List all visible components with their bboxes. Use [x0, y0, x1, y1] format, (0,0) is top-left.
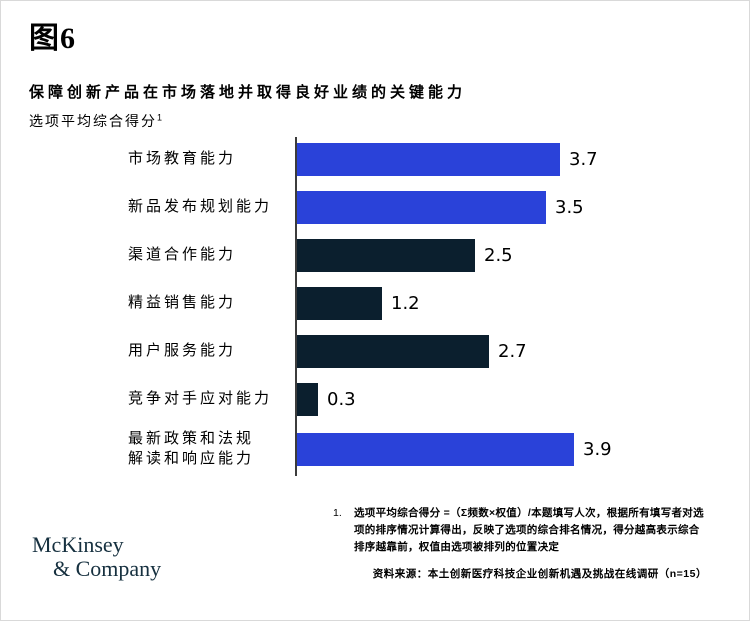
bar [297, 142, 560, 176]
chart-row: 市场教育能力 3.7 [29, 135, 739, 183]
chart-row: 渠道合作能力 2.5 [29, 231, 739, 279]
bar-area: 3.9 [295, 432, 612, 466]
bar-value-label: 3.7 [569, 148, 598, 170]
bar-label: 新品发布规划能力 [128, 197, 273, 215]
axis-unit-label: 选项平均综合得分1 [29, 111, 162, 131]
axis-line [295, 137, 297, 476]
bar-chart: 市场教育能力 3.7 新品发布规划能力 3.5 渠道合作能力 2.5 精益销售能力 1.2 用户… [29, 135, 739, 476]
bar [297, 286, 382, 320]
logo-line1: McKinsey [32, 532, 124, 557]
bar-area: 3.7 [295, 142, 598, 176]
bar-value-label: 3.5 [555, 196, 584, 218]
report-title: 保障创新产品在市场落地并取得良好业绩的关键能力 [29, 84, 467, 101]
bar-area: 3.5 [295, 190, 584, 224]
bar-label: 竞争对手应对能力 [128, 389, 273, 407]
bar-area: 2.5 [295, 238, 513, 272]
axis-unit-superscript: 1 [157, 112, 163, 123]
bar-area: 1.2 [295, 286, 420, 320]
logo-line2: & Company [53, 556, 162, 581]
bar [297, 432, 574, 466]
bar [297, 238, 475, 272]
bar-label: 市场教育能力 [128, 149, 237, 167]
footnote-text: 选项平均综合得分 =（Σ频数×权值）/本题填写人次，根据所有填写者对选项的排序情… [354, 507, 704, 553]
bar-label: 最新政策和法规 解读和响应能力 [128, 429, 255, 467]
chart-row: 最新政策和法规 解读和响应能力 3.9 [29, 423, 739, 475]
bar [297, 334, 489, 368]
bar-value-label: 3.9 [583, 438, 612, 460]
bar [297, 190, 546, 224]
footnote-marker: 1. [333, 507, 342, 519]
bar-label: 用户服务能力 [128, 341, 237, 359]
figure-label: 图6 [29, 22, 76, 55]
mckinsey-logo: McKinsey & Company [32, 533, 161, 581]
chart-row: 新品发布规划能力 3.5 [29, 183, 739, 231]
chart-row: 竞争对手应对能力 0.3 [29, 375, 739, 423]
axis-unit-text: 选项平均综合得分 [29, 113, 157, 129]
bar-value-label: 1.2 [391, 292, 420, 314]
bar [297, 382, 318, 416]
bar-value-label: 0.3 [327, 388, 356, 410]
bar-label: 渠道合作能力 [128, 245, 237, 263]
chart-row: 精益销售能力 1.2 [29, 279, 739, 327]
bar-label: 精益销售能力 [128, 293, 237, 311]
bar-value-label: 2.5 [484, 244, 513, 266]
bar-area: 0.3 [295, 382, 356, 416]
bar-area: 2.7 [295, 334, 527, 368]
source-line: 资料来源：本土创新医疗科技企业创新机遇及挑战在线调研（n=15） [372, 568, 707, 580]
footnote: 1. 选项平均综合得分 =（Σ频数×权值）/本题填写人次，根据所有填写者对选项的… [333, 505, 707, 556]
bar-value-label: 2.7 [498, 340, 527, 362]
chart-row: 用户服务能力 2.7 [29, 327, 739, 375]
